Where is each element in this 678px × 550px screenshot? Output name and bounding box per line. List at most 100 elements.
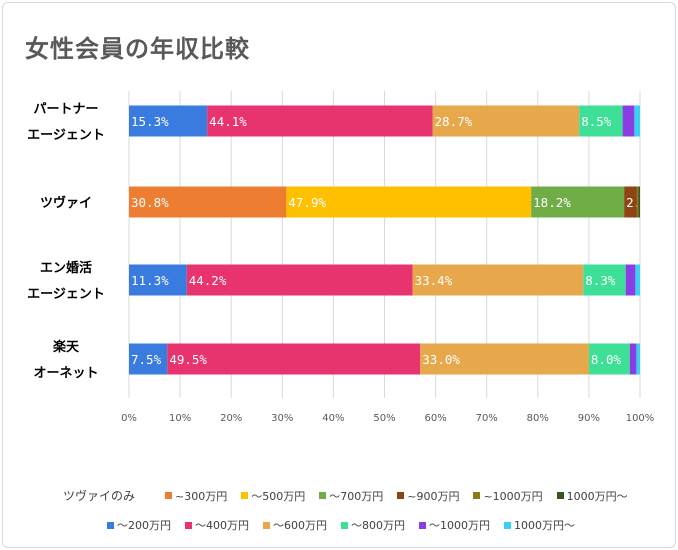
bar-segment — [129, 343, 168, 375]
data-label: 47.9% — [288, 195, 326, 210]
legend-label: ～400万円 — [195, 519, 249, 532]
data-label: 8.0% — [591, 352, 622, 367]
category-label: エン婚活 — [40, 260, 92, 276]
data-label: 44.2% — [189, 273, 227, 288]
x-tick-label: 60% — [424, 413, 446, 424]
bar-segment — [129, 186, 287, 218]
chart-plot: 0% 10% 20% 30% 40% 50% 60% 70% 80% 90% 100% 15.3% 44… — [27, 91, 657, 424]
x-tick-label: 0% — [121, 413, 137, 424]
legend-label: ～1000万円 — [429, 519, 490, 532]
bar-segment — [629, 343, 637, 375]
x-tick-label: 30% — [271, 413, 293, 424]
legend-label: ～200万円 — [117, 519, 171, 532]
bar-segment — [579, 105, 623, 137]
legend-swatch — [107, 521, 114, 529]
legend-swatch — [419, 521, 426, 529]
bar-segment — [634, 105, 640, 137]
legend-label: ~900万円 — [407, 489, 460, 503]
legend-swatch — [473, 492, 481, 499]
chart-title: 女性会員の年収比較 — [25, 35, 250, 63]
legend-item: ～1000万円 — [419, 517, 490, 533]
bar-segment — [635, 264, 640, 296]
bar-segment — [286, 186, 532, 218]
category-label: ツヴァイ — [40, 195, 92, 211]
legend-item: ～800万円 — [341, 517, 405, 533]
category-label: エージェント — [27, 287, 105, 302]
x-tick-label: 40% — [322, 413, 344, 424]
legend-item: ～700万円 — [319, 488, 383, 504]
legend-item: ~300万円 — [165, 488, 227, 504]
category-label: オーネット — [33, 366, 98, 381]
legend-item: ～200万円 — [107, 517, 171, 533]
legend-item: 1000万円～ — [504, 517, 575, 533]
bar-segment — [207, 105, 433, 137]
category-label: エージェント — [27, 128, 105, 143]
bar-segment — [638, 186, 640, 218]
bar-segment — [186, 264, 413, 296]
data-label: 49.5% — [169, 352, 207, 367]
bar-segment — [583, 264, 626, 296]
legend-label: ～600万円 — [273, 519, 327, 532]
x-tick-label: 80% — [527, 413, 549, 424]
bar-segment — [625, 264, 636, 296]
legend-item: ～500万円 — [241, 488, 305, 504]
bar-segment — [588, 343, 630, 375]
category-label: パートナー — [33, 102, 98, 117]
data-label: 33.0% — [422, 352, 460, 367]
legend-item: ~1000万円 — [473, 488, 543, 504]
x-tick-label: 10% — [169, 413, 191, 424]
legend-swatch — [504, 521, 511, 529]
x-tick-label: 90% — [578, 413, 600, 424]
legend-swatch — [319, 492, 327, 499]
legend-swatch — [263, 521, 270, 529]
legend-item: ~900万円 — [397, 488, 459, 504]
x-tick-label: 20% — [220, 413, 242, 424]
legend-item: ～600万円 — [263, 517, 327, 533]
legend-row-2: ～200万円 ～400万円 ～600万円 ～800万円 ～1000万円 1000万円～ — [3, 517, 675, 533]
bar-segment — [622, 105, 635, 137]
data-label: 11.3% — [131, 273, 169, 288]
x-tick-label: 70% — [476, 413, 498, 424]
bar-segment — [432, 105, 580, 137]
data-label: 28.7% — [435, 114, 473, 129]
data-label: 44.1% — [209, 114, 247, 129]
bar-segment — [167, 343, 421, 375]
legend-item: ～400万円 — [185, 517, 249, 533]
legend-label: 1000万円～ — [514, 519, 575, 532]
legend-swatch — [165, 492, 173, 499]
bar-segment — [531, 186, 625, 218]
legend-swatch — [556, 492, 564, 499]
legend-label: 1000万円～ — [566, 489, 628, 503]
bar-segment — [129, 264, 187, 296]
legend-swatch — [341, 521, 348, 529]
x-tick-label: 100% — [626, 413, 655, 424]
data-label: 8.5% — [581, 114, 612, 129]
bar-segment — [412, 264, 584, 296]
data-label: 33.4% — [415, 273, 453, 288]
data-label: 18.2% — [533, 195, 571, 210]
legend-label: ～700万円 — [329, 489, 384, 503]
bar-segment — [129, 105, 208, 137]
legend-swatch — [397, 492, 405, 499]
bar-segment — [636, 343, 640, 375]
legend-row-1: ツヴァイのみ ~300万円 ～500万円 ～700万円 ~900万円 ~1000万円 10… — [3, 487, 675, 504]
legend-label: ～500万円 — [251, 489, 306, 503]
data-label: 8.3% — [585, 273, 616, 288]
data-label: 7.5% — [131, 352, 162, 367]
legend-swatch — [241, 492, 249, 499]
data-label: 30.8% — [131, 195, 169, 210]
bar-segment — [636, 186, 639, 218]
legend-label: ~300万円 — [175, 489, 228, 503]
category-label: 楽天 — [52, 339, 80, 355]
legend-prefix: ツヴァイのみ — [63, 489, 136, 503]
legend-item: 1000万円～ — [556, 488, 628, 504]
data-label: 15.3% — [131, 114, 169, 129]
legend-swatch — [185, 521, 192, 529]
legend-label: ～800万円 — [351, 519, 405, 532]
x-tick-label: 50% — [373, 413, 395, 424]
legend-label: ~1000万円 — [483, 489, 543, 503]
data-label: 2.5% — [626, 195, 657, 210]
bar-segment — [420, 343, 589, 375]
bar-segment — [624, 186, 637, 218]
